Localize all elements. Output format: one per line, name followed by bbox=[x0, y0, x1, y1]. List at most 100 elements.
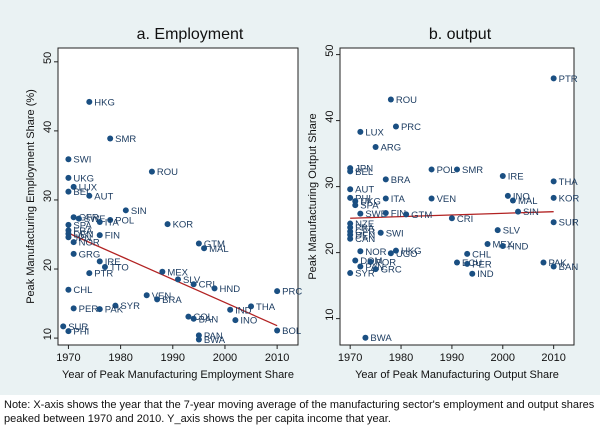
point-output-syr bbox=[347, 270, 354, 277]
point-employment-aut bbox=[86, 192, 93, 199]
y-tick-label-output-10: 10 bbox=[324, 308, 336, 320]
point-label-output-grc: GRC bbox=[381, 265, 402, 276]
point-output-sin bbox=[515, 208, 522, 215]
point-label-output-por: POR bbox=[376, 257, 397, 268]
point-output-per bbox=[464, 260, 471, 267]
point-employment-bol bbox=[274, 327, 281, 334]
point-output-dom bbox=[352, 257, 359, 264]
point-output-fin bbox=[382, 210, 389, 216]
point-label-employment-ukg: UKG bbox=[73, 173, 94, 184]
point-label-employment-prc: PRC bbox=[282, 287, 302, 298]
point-employment-syr bbox=[112, 302, 119, 309]
point-employment-smr bbox=[107, 135, 114, 142]
point-output-ptr bbox=[550, 75, 557, 82]
point-output-por bbox=[367, 258, 374, 265]
point-employment-col bbox=[185, 313, 192, 320]
point-employment-swi bbox=[65, 156, 72, 163]
point-employment-ino bbox=[232, 317, 239, 324]
point-employment-ita bbox=[96, 219, 103, 226]
point-label-employment-nor: NOR bbox=[79, 238, 100, 249]
point-label-output-ire: IRE bbox=[508, 172, 524, 183]
y-tick-label-employment-50: 50 bbox=[42, 52, 54, 64]
point-label-employment-ino: INO bbox=[240, 316, 257, 327]
point-output-bel bbox=[347, 168, 354, 175]
point-employment-ptr bbox=[86, 270, 93, 277]
point-employment-sin bbox=[122, 207, 129, 214]
point-label-output-nor: NOR bbox=[365, 247, 386, 258]
point-employment-gtm bbox=[195, 240, 202, 247]
point-label-employment-syr: SYR bbox=[120, 301, 140, 312]
point-label-employment-tha: THA bbox=[256, 302, 276, 313]
point-employment-ire bbox=[96, 258, 103, 265]
point-output-ind bbox=[469, 270, 476, 277]
point-label-output-spa: SPA bbox=[360, 201, 379, 212]
point-label-output-tha: THA bbox=[559, 177, 579, 188]
point-employment-pak bbox=[96, 306, 103, 313]
point-label-employment-cri: CRI bbox=[199, 280, 215, 291]
point-label-output-bel: BEL bbox=[355, 167, 373, 178]
point-output-pan bbox=[357, 263, 364, 270]
point-label-employment-rou: ROU bbox=[157, 167, 178, 178]
point-output-ire bbox=[499, 173, 506, 180]
point-label-output-smr: SMR bbox=[462, 165, 483, 176]
point-employment-bel bbox=[65, 188, 72, 195]
point-output-hkg bbox=[392, 247, 399, 254]
point-label-employment-ptr: PTR bbox=[94, 269, 113, 280]
point-label-output-pol: POL bbox=[437, 165, 456, 176]
point-label-output-aut: AUT bbox=[355, 185, 374, 196]
point-employment-tha bbox=[248, 303, 255, 310]
point-output-bwa bbox=[362, 334, 369, 341]
point-label-output-ukg: UKG bbox=[360, 197, 381, 208]
point-label-employment-spa: SPA bbox=[73, 220, 92, 231]
point-label-employment-pak: PAK bbox=[105, 305, 124, 316]
point-label-employment-tto: TTO bbox=[110, 262, 129, 273]
point-label-employment-aut: AUT bbox=[94, 191, 113, 202]
point-label-employment-ita: ITA bbox=[105, 218, 120, 229]
point-label-output-ecu: ECU bbox=[462, 258, 482, 269]
point-output-grc bbox=[372, 266, 379, 273]
point-label-output-ita: ITA bbox=[391, 194, 406, 205]
point-output-slv bbox=[494, 227, 501, 234]
x-axis-title-employment: Year of Peak Manufacturing Employment Sh… bbox=[62, 369, 294, 381]
point-employment-hnd bbox=[211, 285, 218, 292]
x-tick-label-employment-2010: 2010 bbox=[265, 352, 289, 364]
x-tick-label-employment-2000: 2000 bbox=[213, 352, 237, 364]
point-output-swe bbox=[357, 210, 364, 217]
point-employment-bra bbox=[154, 296, 161, 303]
point-employment-grg bbox=[70, 250, 77, 257]
x-tick-label-employment-1990: 1990 bbox=[161, 352, 185, 364]
point-label-employment-gfr: GFR bbox=[79, 213, 99, 224]
point-employment-hkg bbox=[86, 98, 93, 105]
x-tick-label-output-2000: 2000 bbox=[491, 352, 515, 364]
point-output-rou bbox=[387, 96, 394, 103]
point-label-output-fra: FRA bbox=[355, 223, 375, 234]
point-label-employment-slv: SLV bbox=[183, 275, 201, 286]
point-employment-jpn bbox=[65, 234, 72, 241]
point-employment-kor bbox=[164, 221, 171, 228]
y-tick-label-employment-30: 30 bbox=[42, 190, 54, 202]
y-tick-label-output-30: 30 bbox=[324, 176, 336, 188]
point-label-output-bra: BRA bbox=[391, 175, 411, 186]
point-label-output-swe: SWE bbox=[365, 209, 387, 220]
point-label-output-nze: NZE bbox=[355, 219, 374, 230]
point-label-employment-grg: GRG bbox=[79, 249, 101, 260]
y-axis-title-employment: Peak Manufacturing Employment Share (%) bbox=[25, 89, 37, 304]
point-label-output-prc: PRC bbox=[401, 122, 421, 133]
y-axis-title-output: Peak Manufacturing Output Share bbox=[307, 113, 319, 279]
point-output-ban bbox=[550, 263, 557, 270]
point-employment-slv bbox=[175, 276, 181, 283]
point-output-hnd bbox=[499, 243, 506, 249]
point-label-employment-bol: BOL bbox=[282, 326, 301, 337]
point-label-employment-col: COL bbox=[193, 312, 213, 323]
x-tick-label-employment-1980: 1980 bbox=[108, 352, 132, 364]
point-label-output-den: DEN bbox=[355, 230, 375, 241]
point-label-output-fin: FIN bbox=[391, 209, 406, 220]
point-label-employment-den: DEN bbox=[73, 229, 93, 240]
point-label-employment-hnd: HND bbox=[220, 284, 241, 295]
point-label-employment-kor: KOR bbox=[173, 220, 194, 231]
point-output-prc bbox=[392, 123, 399, 130]
point-label-employment-pan: PAN bbox=[204, 331, 223, 342]
point-label-employment-ban: BAN bbox=[199, 314, 219, 325]
point-label-employment-jpn: JPN bbox=[73, 233, 91, 244]
